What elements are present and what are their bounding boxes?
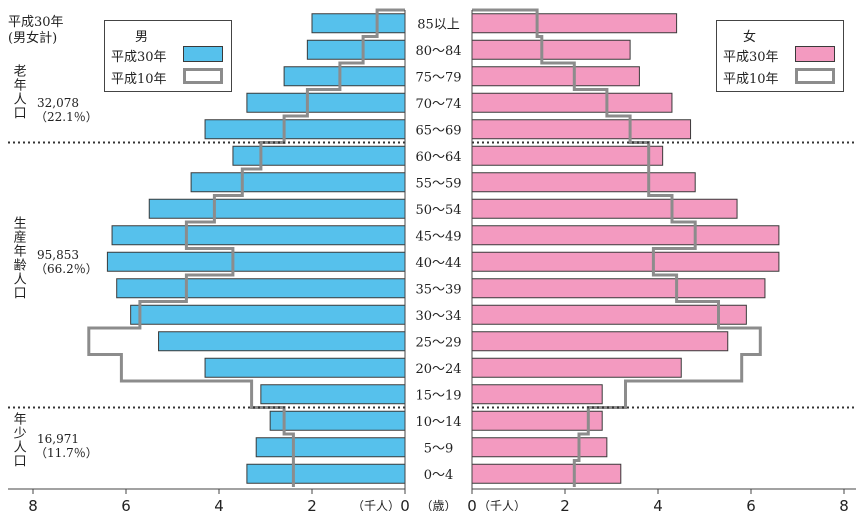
age-label-1: 5～9 [424,441,454,456]
male-2018-bar-3 [260,384,406,405]
group-young-label: 年少人口 [10,412,26,468]
legend-male-1998-label: 平成10年 [111,72,167,87]
group-young-stats: 16,971 （11.7％） [35,432,98,461]
male-2018-bar-8 [106,251,406,272]
female-2018-bar-0 [471,463,622,484]
group-young-value: 16,971 [37,432,79,446]
x-tick-left-2: 4 [214,497,224,511]
legend-female-1998-label: 平成10年 [723,72,779,87]
male-2018-bar-14 [246,92,406,113]
male-2018-bar-10 [148,198,406,219]
male-2018-bar-5 [158,331,406,352]
male-2018-bar-1 [255,437,406,458]
female-2018-bar-6 [471,304,747,325]
x-tick-left-0: 8 [28,497,38,511]
male-2018-bar-16 [306,39,406,60]
male-2018-bar-0 [246,463,406,484]
female-2018-bar-12 [471,145,664,166]
legend-female-2018-label: 平成30年 [723,50,779,65]
age-label-10: 50～54 [415,203,461,218]
legend-male-title: 男 [135,30,149,45]
group-working-pct: （66.2％） [35,262,98,277]
x-tick-right-4: 8 [839,497,849,511]
legend-female-title: 女 [743,30,757,45]
x-tick-left-3: 2 [307,497,317,511]
group-elderly-stats: 32,078 （22.1％） [35,96,98,125]
x-unit-left: （千人） [352,499,400,511]
age-label-0: 0～4 [424,468,454,483]
x-tick-right-1: 2 [560,497,570,511]
age-label-15: 75～79 [415,70,461,85]
x-tick-right-2: 4 [653,497,663,511]
male-2018-bar-11 [190,172,406,193]
group-young-pct: （11.7％） [35,446,98,461]
legend-male-2018-swatch [183,46,223,62]
age-label-12: 60～64 [415,150,461,165]
female-2018-bar-11 [471,172,696,193]
male-2018-bar-15 [283,66,406,87]
legend-male-2018-label: 平成30年 [111,50,167,65]
age-label-8: 40～44 [415,256,461,271]
age-label-17: 85以上 [417,17,460,32]
x-tick-right-0: 0 [467,497,477,511]
age-label-6: 30～34 [415,309,461,324]
group-elderly-value: 32,078 [37,96,79,110]
female-2018-bar-17 [471,13,678,34]
age-label-3: 15～19 [415,388,461,403]
age-label-11: 55～59 [415,176,461,191]
age-label-13: 65～69 [415,123,461,138]
female-2018-bar-14 [471,92,673,113]
total-label-year: 平成30年 [8,15,64,30]
x-tick-left-1: 6 [121,497,131,511]
age-label-9: 45～49 [415,229,461,244]
male-1998-outline [87,8,405,487]
age-label-2: 10～14 [415,415,461,430]
female-2018-bar-15 [471,66,640,87]
female-2018-bar-4 [471,357,682,378]
x-tick-left-4: 0 [400,497,410,511]
age-label-4: 20～24 [415,362,461,377]
total-label-sex: (男女計) [8,30,58,46]
legend-female-1998-swatch [795,68,835,84]
group-working-stats: 95,853 （66.2％） [35,248,98,277]
total-label: 平成30年 (男女計) [8,15,64,46]
female-2018-bar-7 [471,278,766,299]
female-2018-bar-5 [471,331,729,352]
x-unit-right: （千人） [478,499,526,511]
legend-male: 男 平成30年 平成10年 [104,20,232,92]
male-2018-bar-13 [204,119,406,140]
age-label-16: 80～84 [415,44,461,59]
female-2018-bar-1 [471,437,608,458]
female-2018-bar-16 [471,39,631,60]
x-tick-right-3: 6 [746,497,756,511]
age-label-14: 70～74 [415,97,461,112]
legend-female: 女 平成30年 平成10年 [716,20,844,92]
legend-female-2018-swatch [795,46,835,62]
age-unit: （歳） [420,499,456,511]
age-label-5: 25～29 [415,335,461,350]
group-working-value: 95,853 [37,248,79,262]
female-2018-bar-8 [471,251,780,272]
group-working-label: 生産年齢人口 [10,216,26,300]
male-2018-bar-9 [111,225,406,246]
group-elderly-label: 老年人口 [10,64,26,120]
male-2018-bar-17 [311,13,406,34]
male-2018-bar-12 [232,145,406,166]
female-2018-bar-3 [471,384,603,405]
male-2018-bar-4 [204,357,406,378]
female-1998-outline [472,8,762,487]
male-2018-bar-7 [116,278,406,299]
male-2018-bar-6 [130,304,406,325]
female-2018-bar-2 [471,410,603,431]
age-label-7: 35～39 [415,282,461,297]
female-2018-bar-9 [471,225,780,246]
female-2018-bar-10 [471,198,738,219]
legend-male-1998-swatch [183,68,223,84]
female-2018-bar-13 [471,119,692,140]
group-elderly-pct: （22.1％） [35,110,98,125]
male-2018-bar-2 [269,410,406,431]
